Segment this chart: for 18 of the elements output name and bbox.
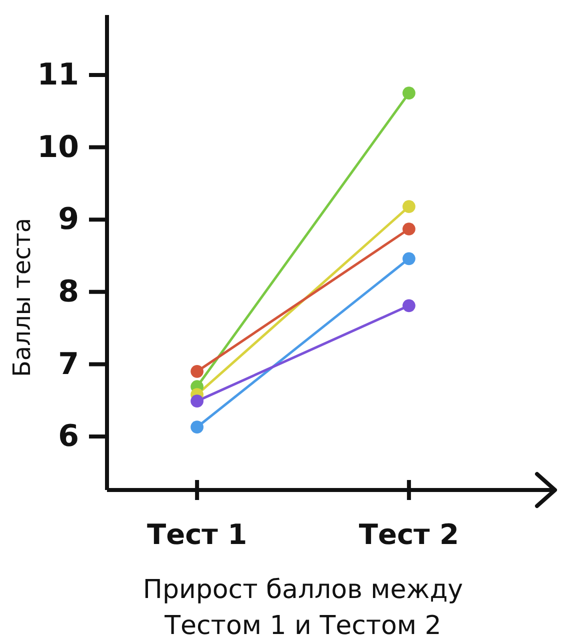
point bbox=[402, 86, 416, 100]
x-tick-label: Тест 1 bbox=[146, 518, 248, 551]
y-axis-title: Баллы теста bbox=[8, 218, 36, 378]
point bbox=[402, 222, 416, 236]
y-tick-label: 8 bbox=[58, 274, 79, 310]
point bbox=[190, 365, 204, 378]
y-tick-label: 7 bbox=[58, 346, 79, 382]
x-tick-label: Тест 2 bbox=[358, 518, 460, 551]
y-tick-label: 9 bbox=[58, 202, 79, 238]
point bbox=[402, 299, 416, 312]
y-tick-label: 6 bbox=[58, 419, 79, 454]
point bbox=[402, 252, 416, 266]
point bbox=[190, 420, 204, 434]
y-tick-label: 11 bbox=[37, 58, 79, 93]
y-tick-label: 10 bbox=[37, 130, 79, 165]
x-axis-title: Прирост баллов между Тестом 1 и Тестом 2 bbox=[142, 575, 464, 641]
point bbox=[190, 394, 204, 408]
point bbox=[402, 200, 416, 214]
